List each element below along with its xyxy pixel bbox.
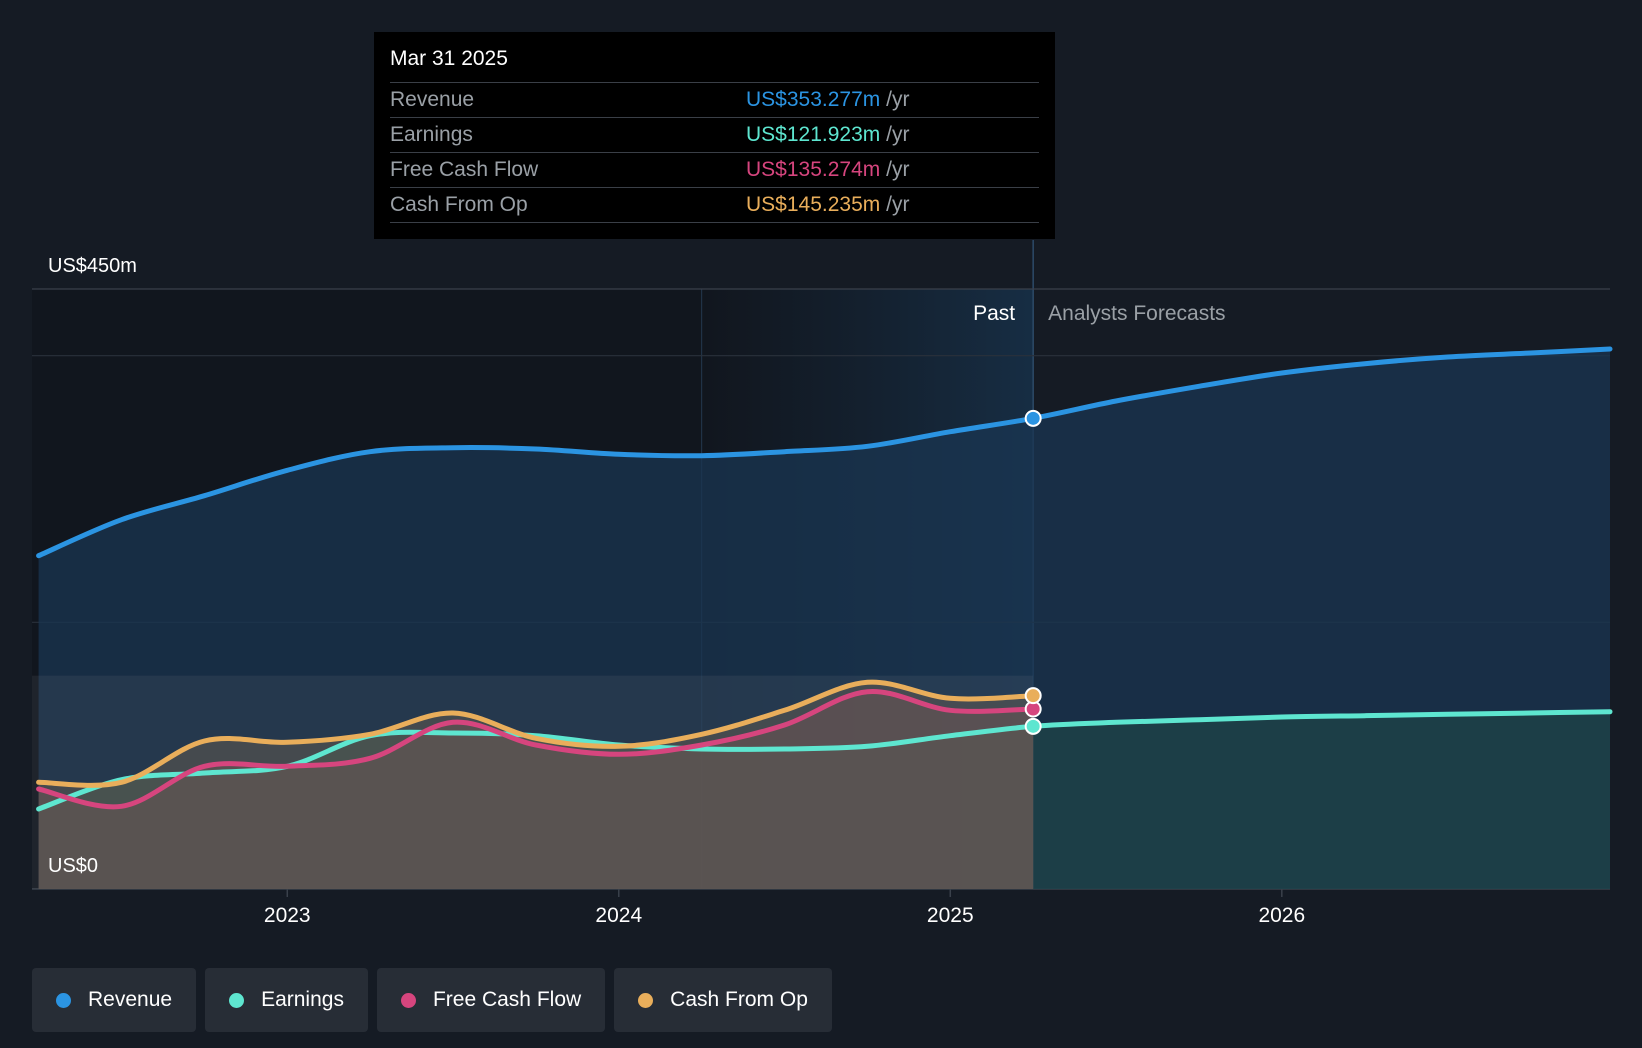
x-tick-label: 2025 bbox=[927, 904, 974, 927]
free-cash-flow-dot-icon bbox=[400, 992, 416, 1008]
tooltip-value: US$353.277m /yr bbox=[746, 83, 909, 117]
marker-cash-from-op bbox=[1024, 687, 1042, 705]
legend-label: Earnings bbox=[261, 988, 344, 1011]
tooltip-label: Revenue bbox=[390, 88, 475, 111]
tooltip-label: Free Cash Flow bbox=[390, 158, 539, 181]
legend-label: Revenue bbox=[88, 988, 173, 1011]
tooltip-unit: /yr bbox=[886, 193, 910, 216]
forecast-label: Analysts Forecasts bbox=[1048, 302, 1225, 325]
tooltip-row-earnings: Earnings US$121.923m /yr bbox=[390, 118, 1039, 153]
past-overlay bbox=[32, 675, 1034, 889]
legend-item-cash-from-op[interactable]: Cash From Op bbox=[614, 968, 832, 1032]
tooltip-unit: /yr bbox=[886, 88, 910, 111]
cash-from-op-dot-icon bbox=[638, 992, 654, 1008]
area-cash-from-op bbox=[38, 682, 1034, 889]
marker-earnings bbox=[1024, 717, 1042, 735]
line-cash-from-op bbox=[36, 679, 1036, 788]
x-tick-label: 2026 bbox=[1258, 904, 1305, 927]
legend-item-free-cash-flow[interactable]: Free Cash Flow bbox=[376, 968, 606, 1032]
earnings-dot-icon bbox=[229, 992, 245, 1008]
tooltip-value: US$145.235m /yr bbox=[746, 188, 909, 222]
tooltip-value-cash-from-op: US$145.235m bbox=[746, 193, 881, 216]
tooltip-row-free-cash-flow: Free Cash Flow US$135.274m /yr bbox=[390, 153, 1039, 188]
line-free-cash-flow bbox=[36, 689, 1036, 810]
tooltip-value-earnings: US$121.923m bbox=[746, 123, 881, 146]
legend-label: Cash From Op bbox=[670, 988, 808, 1011]
tooltip: Mar 31 2025 Revenue US$353.277m /yr Earn… bbox=[374, 32, 1055, 239]
legend-item-earnings[interactable]: Earnings bbox=[205, 968, 368, 1032]
y-axis-bottom-label: US$0 bbox=[48, 855, 98, 877]
x-tick-label: 2023 bbox=[264, 904, 311, 927]
tooltip-label: Earnings bbox=[390, 123, 473, 146]
tooltip-date: Mar 31 2025 bbox=[390, 46, 1039, 83]
tooltip-row-cash-from-op: Cash From Op US$145.235m /yr bbox=[390, 188, 1039, 223]
tooltip-label: Cash From Op bbox=[390, 193, 528, 216]
revenue-dot-icon bbox=[56, 992, 71, 1008]
tooltip-value: US$135.274m /yr bbox=[746, 153, 909, 187]
tooltip-unit: /yr bbox=[886, 123, 910, 146]
area-earnings bbox=[38, 711, 1611, 889]
legend-label: Free Cash Flow bbox=[432, 988, 582, 1011]
tooltip-value: US$121.923m /yr bbox=[746, 118, 909, 152]
legend-item-revenue[interactable]: Revenue bbox=[32, 968, 197, 1032]
tooltip-row-revenue: Revenue US$353.277m /yr bbox=[390, 83, 1039, 118]
tooltip-unit: /yr bbox=[886, 158, 910, 181]
marker-revenue bbox=[1024, 409, 1042, 427]
tooltip-value-free-cash-flow: US$135.274m bbox=[746, 158, 881, 181]
area-free-cash-flow bbox=[38, 691, 1034, 889]
line-revenue bbox=[36, 346, 1613, 559]
past-label: Past bbox=[973, 302, 1015, 325]
y-axis-top-label: US$450m bbox=[48, 255, 137, 277]
tooltip-value-revenue: US$353.277m bbox=[746, 88, 881, 111]
x-tick-label: 2024 bbox=[595, 904, 642, 927]
legend: Revenue Earnings Free Cash Flow Cash Fro… bbox=[32, 968, 832, 1032]
